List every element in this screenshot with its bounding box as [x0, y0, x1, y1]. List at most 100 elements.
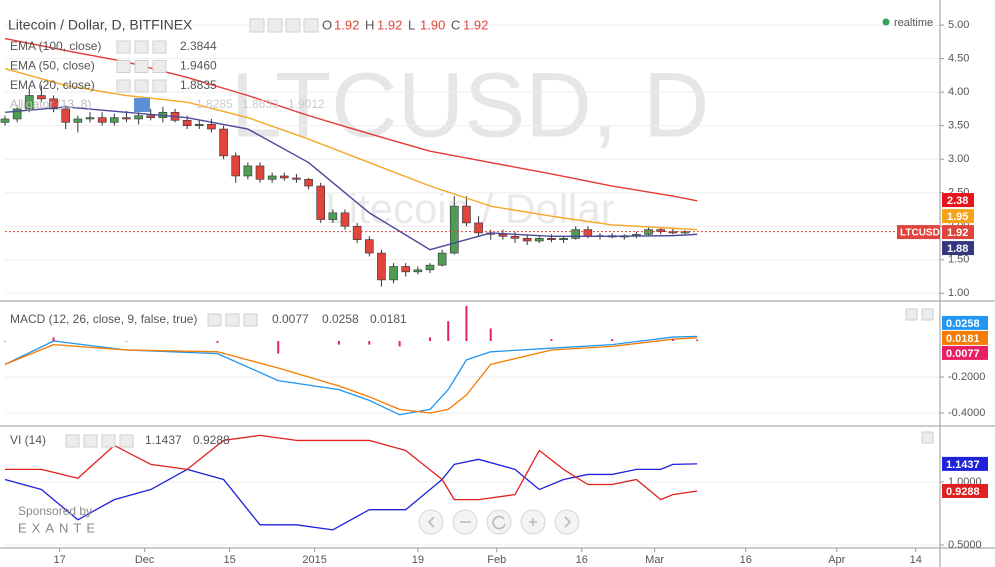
histogram-bar	[337, 341, 340, 345]
candle-body	[304, 179, 313, 187]
scroll-right-button[interactable]	[554, 509, 580, 535]
icon[interactable]	[267, 18, 283, 33]
value-tag	[942, 330, 988, 345]
legend-icon[interactable]	[116, 60, 131, 73]
candle-body	[352, 225, 362, 240]
candle-body	[146, 115, 156, 118]
x-tick-label: 14	[910, 554, 922, 566]
histogram-bar	[447, 321, 450, 342]
candle-body	[437, 252, 447, 266]
candle-body	[498, 233, 508, 237]
sponsor-brand: EXANTE	[18, 520, 100, 535]
candle-body	[109, 117, 119, 123]
pane-up-button[interactable]	[905, 308, 918, 321]
value-tag-label: 0.0181	[946, 333, 980, 345]
histogram-bar	[52, 337, 55, 342]
legend-icon[interactable]	[152, 40, 167, 54]
histogram-bar	[465, 305, 468, 342]
ohlc-name: L	[408, 17, 415, 32]
legend-name: EMA (100, close)	[10, 39, 101, 53]
candle-body	[644, 229, 653, 235]
legend-name: MACD (12, 26, close, 9, false, true)	[10, 312, 197, 326]
candle-body	[413, 269, 423, 273]
indicator-line	[4, 458, 698, 531]
histogram-bar	[125, 341, 128, 342]
legend-name: VI (14)	[10, 433, 46, 447]
candle-body	[49, 98, 58, 110]
candle-body	[571, 229, 581, 239]
pane-up-button[interactable]	[921, 431, 934, 444]
legend-icon[interactable]	[65, 434, 80, 448]
legend-value: 1.8285	[196, 97, 233, 111]
value-tag-label: 0.0077	[946, 348, 980, 360]
candle-body	[401, 266, 411, 273]
value-tag-label: 0.9288	[946, 486, 980, 498]
price-tag-label: 2.38	[947, 195, 968, 207]
legend-icon[interactable]	[243, 313, 258, 327]
candle-body	[534, 238, 544, 242]
title-icons[interactable]	[249, 18, 319, 33]
icon[interactable]	[285, 18, 301, 33]
y-tick-label: 3.00	[948, 153, 969, 165]
indicator-line	[5, 434, 698, 501]
legend-icon[interactable]	[83, 434, 98, 448]
histogram-bar	[611, 339, 614, 342]
legend-icon[interactable]	[134, 60, 149, 73]
pane-buttons[interactable]	[905, 308, 934, 444]
icon[interactable]	[303, 18, 319, 33]
legend-icon[interactable]	[134, 40, 149, 54]
zoom-controls[interactable]	[418, 509, 580, 535]
histogram-bar	[696, 339, 699, 342]
candle-body	[425, 264, 435, 271]
legend-value: 0.9288	[193, 433, 230, 447]
histogram-bar	[216, 341, 219, 343]
candle-body	[547, 238, 556, 240]
icon[interactable]	[249, 18, 265, 33]
legend-icon[interactable]	[152, 79, 167, 93]
histogram-bar	[368, 341, 371, 345]
legend-icon[interactable]	[116, 79, 131, 93]
ohlc-name: O	[322, 17, 332, 32]
symbol-tag-label: LTCUSD	[900, 228, 940, 239]
legend-icon[interactable]	[152, 60, 167, 73]
indicator-line	[4, 106, 698, 251]
candle-body	[194, 124, 204, 126]
button-glyph	[492, 515, 506, 530]
legend-icon[interactable]	[101, 434, 116, 448]
candle-body	[97, 117, 107, 123]
legend-icon[interactable]	[119, 434, 134, 448]
y-tick-label: 5.00	[948, 19, 969, 31]
legend-icon[interactable]	[225, 313, 240, 327]
candle-body	[292, 177, 301, 180]
legend-icon[interactable]	[207, 313, 222, 327]
button-glyphs	[427, 516, 572, 528]
x-tick-label: Dec	[135, 554, 155, 566]
candle-body	[364, 239, 374, 254]
x-tick-label: Apr	[828, 554, 845, 566]
reset-button[interactable]	[486, 509, 512, 535]
y-tick-label: 1.50	[948, 254, 969, 266]
candle-body	[207, 124, 216, 130]
ohlc-value: 1.90	[420, 17, 445, 32]
x-tick-label: 19	[412, 554, 424, 566]
legend-value: 0.0077	[272, 312, 309, 326]
candle-body	[316, 185, 326, 220]
pane-down-button[interactable]	[921, 308, 934, 321]
scroll-left-button[interactable]	[418, 509, 444, 535]
candle-body	[24, 95, 34, 110]
legend-value: 0.0181	[370, 312, 407, 326]
legend-value: 0.0258	[322, 312, 359, 326]
candle-body	[0, 118, 10, 123]
visibility-icon[interactable]	[134, 98, 150, 112]
candle-body	[219, 128, 228, 157]
candle-body	[182, 120, 192, 126]
value-tag	[942, 345, 988, 360]
legend-icon[interactable]	[134, 79, 149, 93]
x-tick-label: 15	[224, 554, 236, 566]
legend-icon[interactable]	[116, 40, 131, 54]
legend-value: 2.3844	[180, 39, 217, 53]
y-tick-label: 4.50	[948, 53, 969, 65]
chart-title: Litecoin / Dollar, D, BITFINEX	[8, 17, 193, 33]
value-tag-label: 0.0258	[946, 318, 980, 330]
